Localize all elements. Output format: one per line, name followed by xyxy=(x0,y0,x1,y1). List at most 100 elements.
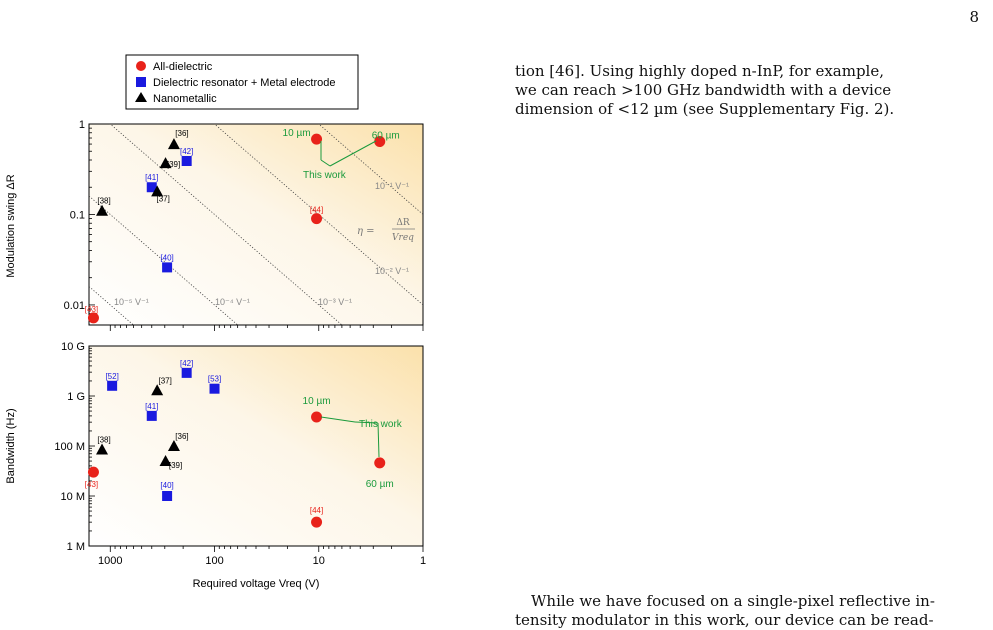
data-label: [43] xyxy=(85,305,98,314)
data-label: 10 µm xyxy=(283,128,311,139)
data-point-all-dielectric xyxy=(311,213,323,225)
data-label: [37] xyxy=(156,194,169,203)
this-work-label: This work xyxy=(359,419,403,430)
data-label: [53] xyxy=(208,375,221,384)
data-label: [36] xyxy=(175,129,188,138)
legend-triangle-icon xyxy=(135,92,147,102)
data-point-nanometallic xyxy=(159,157,172,169)
y-tick-label: 1 G xyxy=(67,391,85,403)
data-point-nanometallic xyxy=(151,185,164,197)
data-label: [42] xyxy=(180,359,193,368)
bottom-axis-ticks: 10 G 1 G 100 M 10 M 1 M 1000 100 10 1 xyxy=(54,341,426,567)
x-tick-label: 1000 xyxy=(98,555,122,567)
this-work-leader xyxy=(377,422,380,458)
y-axis-label-top: Modulation swing ΔR xyxy=(5,174,17,277)
data-label: 60 µm xyxy=(366,479,394,490)
data-point-all-dielectric xyxy=(87,312,99,324)
x-tick-label: 10 xyxy=(313,555,325,567)
text-line: dimension of <12 µm (see Supplementary F… xyxy=(515,100,895,118)
data-label: [44] xyxy=(310,506,323,515)
legend-item-all-dielectric: All-dielectric xyxy=(153,61,213,73)
this-work-leader xyxy=(320,159,331,167)
data-point-dielectric-resonator xyxy=(146,410,157,421)
this-work-leader xyxy=(354,421,379,424)
data-label: 60 µm xyxy=(372,131,400,142)
data-label: [40] xyxy=(160,481,173,490)
data-point-dielectric-resonator xyxy=(162,491,173,501)
legend-square-icon xyxy=(136,77,146,87)
this-work-leader xyxy=(320,416,356,423)
data-label: [39] xyxy=(167,160,180,169)
guide-label: 10⁻³ V⁻¹ xyxy=(318,297,352,307)
data-label: [52] xyxy=(105,372,118,381)
eta-denominator: Vreq xyxy=(392,233,414,243)
eta-lhs: η = xyxy=(357,226,375,237)
x-axis-label: Required voltage Vreq (V) xyxy=(193,578,320,590)
legend-circle-icon xyxy=(136,61,146,71)
this-work-label: This work xyxy=(303,170,347,181)
legend-item-nanometallic: Nanometallic xyxy=(153,93,217,105)
text-line: tion [46]. Using highly doped n-InP, for… xyxy=(515,62,884,80)
text-line: tensity modulator in this work, our devi… xyxy=(515,611,934,629)
data-point-all-dielectric xyxy=(311,133,323,145)
y-tick-label: 100 M xyxy=(54,441,85,453)
data-label: [40] xyxy=(160,253,173,262)
eta-numerator: ΔR xyxy=(396,218,409,228)
paragraph-next: While we have focused on a single-pixel … xyxy=(515,592,983,630)
data-point-dielectric-resonator xyxy=(107,380,118,391)
this-work-leader xyxy=(329,140,377,167)
data-point-dielectric-resonator xyxy=(181,155,192,166)
x-tick-label: 1 xyxy=(420,555,426,567)
data-point-all-dielectric xyxy=(87,466,99,478)
data-label: [41] xyxy=(145,402,158,411)
plot-area-top xyxy=(88,123,424,326)
efficiency-formula: η = ΔR Vreq xyxy=(357,218,415,243)
data-label: [38] xyxy=(97,197,110,206)
y-tick-label: 1 M xyxy=(67,541,85,553)
y-tick-label: 10 G xyxy=(61,341,85,353)
guide-label: 10⁻² V⁻¹ xyxy=(375,266,409,276)
data-point-dielectric-resonator xyxy=(162,262,173,273)
data-point-all-dielectric xyxy=(374,457,386,469)
data-point-nanometallic xyxy=(151,384,164,396)
plot-area-bottom xyxy=(88,345,424,547)
data-label: 10 µm xyxy=(303,396,331,407)
y-tick-label: 0.1 xyxy=(70,209,85,221)
data-label: [36] xyxy=(175,432,188,441)
data-point-dielectric-resonator xyxy=(209,383,220,394)
x-tick-label: 100 xyxy=(205,555,223,567)
data-point-nanometallic xyxy=(96,443,109,455)
data-point-dielectric-resonator xyxy=(181,367,192,378)
guide-label: 10⁻⁵ V⁻¹ xyxy=(114,297,149,307)
text-line: While we have focused on a single-pixel … xyxy=(531,592,935,610)
data-label: [38] xyxy=(97,436,110,445)
data-point-nanometallic xyxy=(167,440,180,451)
legend: All-dielectric Dielectric resonator + Me… xyxy=(125,54,359,110)
data-label: [43] xyxy=(85,480,98,489)
data-point-dielectric-resonator xyxy=(146,182,157,193)
data-point-all-dielectric xyxy=(374,136,386,148)
y-tick-label: 1 xyxy=(79,119,85,131)
data-label: [42] xyxy=(180,147,193,156)
legend-box xyxy=(125,54,359,110)
data-point-nanometallic xyxy=(167,138,180,150)
page-number: 8 xyxy=(969,8,979,26)
text-line: we can reach >100 GHz bandwidth with a d… xyxy=(515,81,892,99)
data-point-all-dielectric xyxy=(311,516,323,528)
data-point-nanometallic xyxy=(159,455,172,467)
y-axis-label-bottom: Bandwidth (Hz) xyxy=(5,408,17,483)
data-point-all-dielectric xyxy=(311,411,323,423)
data-label: [44] xyxy=(310,206,323,215)
top-data-points: [43] [44] 10 µm 60 µm [42] [41] [40] [38] [36] [3… xyxy=(85,128,400,324)
figure: All-dielectric Dielectric resonator + Me… xyxy=(5,54,426,590)
panel-modulation-swing: 10.10.01 [43][44]10 µm 60 µm[42][41][40][… xyxy=(5,119,424,331)
guide-label: 10⁻¹ V⁻¹ xyxy=(375,181,409,191)
legend-item-dielectric-resonator: Dielectric resonator + Metal electrode xyxy=(153,77,336,89)
data-label: [37] xyxy=(158,376,171,385)
data-point-nanometallic xyxy=(96,204,109,216)
guide-label: 10⁻⁴ V⁻¹ xyxy=(215,297,250,307)
y-tick-label: 10 M xyxy=(61,491,85,503)
data-label: [41] xyxy=(145,173,158,182)
paragraph-continued: tion [46]. Using highly doped n-InP, for… xyxy=(515,62,983,119)
